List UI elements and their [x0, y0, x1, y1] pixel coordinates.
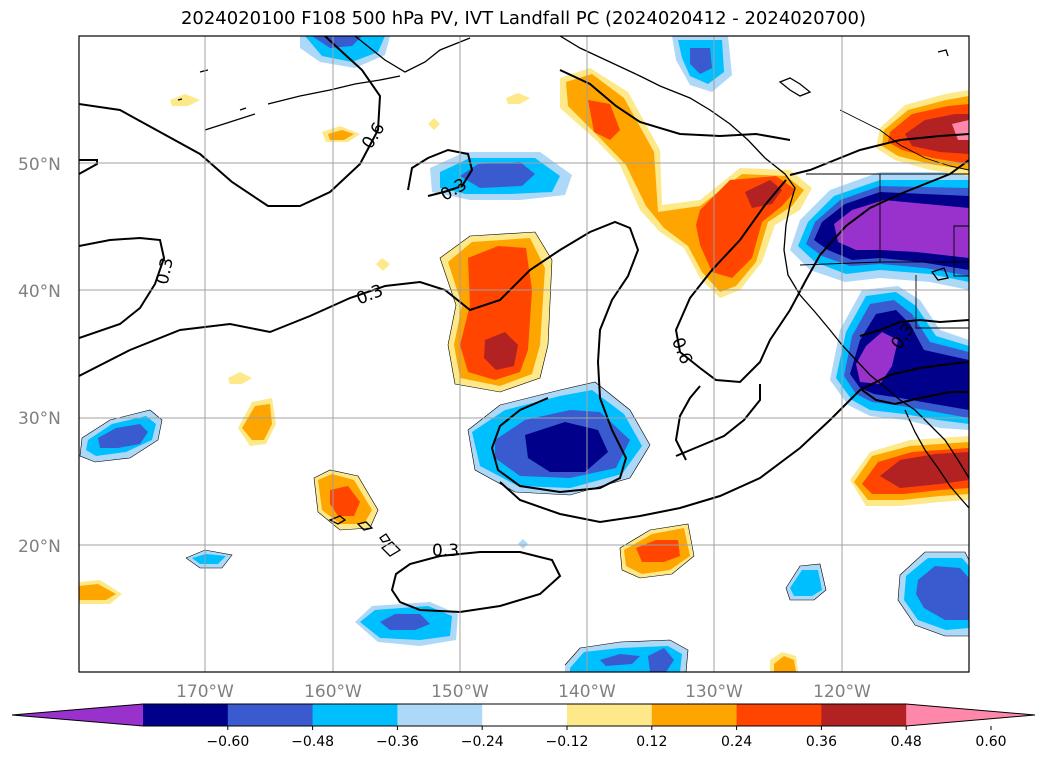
lon-label: 120°W: [813, 682, 871, 702]
colorbar-segment: [482, 704, 568, 726]
anomaly-blob-neg-150w-48n: [430, 152, 572, 200]
colorbar-tick-label: −0.60: [206, 734, 249, 750]
colorbar-segment: [567, 704, 653, 726]
colorbar-tick-label: −0.48: [291, 734, 334, 750]
colorbar-segment: [312, 704, 398, 726]
anomaly-blob-pos-small-e: [428, 118, 440, 130]
colorbar-tick-label: −0.24: [461, 734, 504, 750]
colorbar-segment: [736, 704, 822, 726]
colorbar-segment: [651, 704, 738, 726]
colorbar-tick-label: 0.24: [721, 734, 752, 750]
lat-label: 20°N: [18, 537, 61, 557]
colorbar-extend-low: [12, 704, 143, 726]
colorbar-segment: [821, 704, 907, 726]
pv-contours: [79, 36, 969, 614]
colorbar-tick-label: −0.36: [376, 734, 419, 750]
colorbar-segment: [227, 704, 314, 726]
anomaly-blob-neg-top-left: [300, 36, 390, 68]
anomaly-blob-neg-174w-29n: [80, 410, 162, 462]
colorbar-tick-label: 0.60: [975, 734, 1006, 750]
colorbar-outline: [11, 703, 1036, 727]
anomaly-blob-neg-122w-17n-core: [790, 570, 822, 596]
colorbar-tick-label: 0.48: [891, 734, 922, 750]
lat-label: 30°N: [18, 409, 61, 429]
coastlines: [177, 36, 969, 557]
lon-label: 140°W: [558, 682, 616, 702]
colorbar: −0.60 −0.48 −0.36 −0.24 −0.12 0.12 0.24 0.36 0.4…: [11, 703, 1036, 750]
anomaly-outlines: [79, 231, 969, 672]
lon-label: 150°W: [431, 682, 489, 702]
colorbar-tick-label: −0.12: [546, 734, 589, 750]
anomaly-blob-neg-168w-19n-core: [192, 554, 226, 564]
anomaly-blob-neg-118w-44n: [790, 172, 969, 290]
contour-label: 0.3: [432, 541, 459, 561]
colorbar-extend-high: [906, 704, 1035, 726]
lon-label: 130°W: [685, 682, 743, 702]
longitude-labels: 170°W 160°W 150°W 140°W 130°W 120°W: [176, 682, 871, 702]
anomaly-blob-neg-small-g: [518, 539, 528, 549]
anomaly-blob-pos-150w-38n: [440, 232, 552, 392]
anomaly-blob-pos-bottom-small-core: [774, 656, 796, 672]
anomaly-blob-pos-small-d: [228, 372, 252, 384]
anomaly-blob-pos-small-b: [170, 94, 200, 106]
plot-frame: [78, 35, 970, 673]
anomaly-blob-neg-140w-bottom: [565, 640, 688, 672]
colorbar-segment: [397, 704, 483, 726]
anomaly-blob-neg-bottom-right: [898, 552, 969, 636]
latitude-labels: 50°N 40°N 30°N 20°N: [18, 155, 61, 557]
anomaly-blob-pos-165w-29n-core: [242, 404, 272, 440]
anomaly-blob-pos-left-edge-core: [79, 584, 116, 600]
anomaly-blob-pos-top-right: [876, 90, 969, 176]
anomaly-blob-pos-small-c: [506, 93, 530, 104]
anomaly-blob-pos-135w-20n: [620, 524, 694, 578]
map-title: 2024020100 F108 500 hPa PV, IVT Landfall…: [180, 8, 867, 29]
anomaly-blob-pos-bottom-right: [850, 436, 969, 506]
colorbar-tick-label: 0.36: [806, 734, 837, 750]
colorbar-tick-label: 0.12: [636, 734, 667, 750]
anomaly-blob-pos-small-f: [376, 258, 390, 271]
anomaly-blob-pos-160w-23n: [314, 470, 378, 530]
anomaly-blob-pos-small-a-core: [328, 130, 354, 140]
anomaly-blob-pos-130w-diag: [560, 68, 812, 298]
lat-label: 40°N: [18, 282, 61, 302]
anomaly-blob-neg-155w-14n: [355, 602, 458, 646]
lat-label: 50°N: [18, 155, 61, 175]
anomaly-blob-neg-top-130w: [672, 36, 732, 92]
colorbar-segment: [143, 704, 229, 726]
lon-label: 170°W: [176, 682, 234, 702]
gridlines: [79, 36, 969, 672]
country-borders: [799, 109, 969, 329]
lon-label: 160°W: [304, 682, 362, 702]
